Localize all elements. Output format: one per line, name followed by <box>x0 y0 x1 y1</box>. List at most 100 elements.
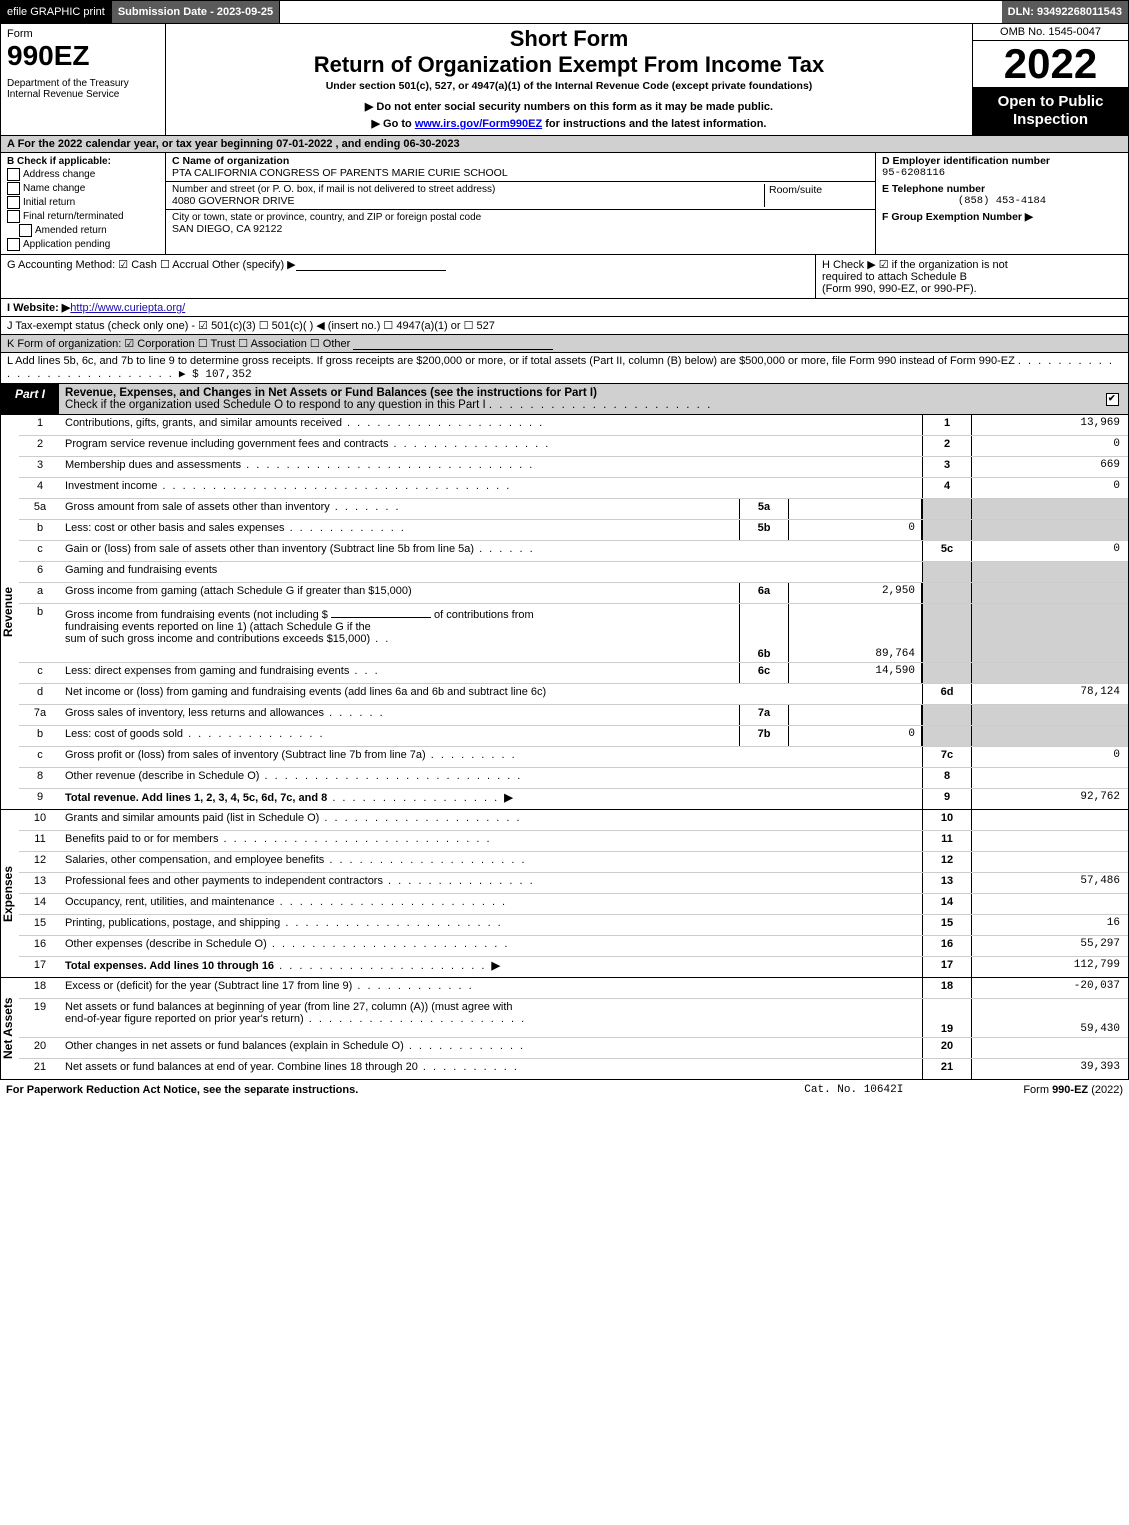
footer-right: Form 990-EZ (2022) <box>1023 1084 1123 1096</box>
ld: Total revenue. Add lines 1, 2, 3, 4, 5c,… <box>61 789 922 809</box>
line-12: 12Salaries, other compensation, and empl… <box>19 852 1128 873</box>
line-6c: cLess: direct expenses from gaming and f… <box>19 663 1128 684</box>
part1-checkbox[interactable] <box>1106 393 1119 406</box>
ld: Gross sales of inventory, less returns a… <box>61 705 739 725</box>
expenses-section: Expenses 10Grants and similar amounts pa… <box>0 810 1129 978</box>
ln: b <box>19 726 61 746</box>
name-change-checkbox[interactable] <box>7 182 20 195</box>
rn-shade <box>922 499 972 519</box>
ld: Net assets or fund balances at end of ye… <box>61 1059 922 1079</box>
ra-shade <box>972 499 1128 519</box>
ld: Total expenses. Add lines 10 through 16 … <box>61 957 922 977</box>
header-mid: Short Form Return of Organization Exempt… <box>166 24 972 135</box>
efile-print[interactable]: efile GRAPHIC print <box>1 1 112 23</box>
line-5a: 5aGross amount from sale of assets other… <box>19 499 1128 520</box>
line-20: 20Other changes in net assets or fund ba… <box>19 1038 1128 1059</box>
ln: 5a <box>19 499 61 519</box>
application-pending-checkbox[interactable] <box>7 238 20 251</box>
go-irs-link-line: ▶ Go to www.irs.gov/Form990EZ for instru… <box>170 117 968 130</box>
rn: 1 <box>922 415 972 435</box>
ld: Investment income . . . . . . . . . . . … <box>61 478 922 498</box>
top-bar: efile GRAPHIC print Submission Date - 20… <box>0 0 1129 24</box>
line-19: 19Net assets or fund balances at beginni… <box>19 999 1128 1038</box>
expenses-side-label: Expenses <box>1 810 19 977</box>
form-number: 990EZ <box>7 40 159 72</box>
d3: fundraising events reported on line 1) (… <box>65 621 371 633</box>
net-assets-section: Net Assets 18Excess or (deficit) for the… <box>0 978 1129 1080</box>
line-14: 14Occupancy, rent, utilities, and mainte… <box>19 894 1128 915</box>
ld: Gross income from gaming (attach Schedul… <box>61 583 739 603</box>
d4: sum of such gross income and contributio… <box>65 633 370 645</box>
line-1: 1Contributions, gifts, grants, and simil… <box>19 415 1128 436</box>
c-name-value: PTA CALIFORNIA CONGRESS OF PARENTS MARIE… <box>172 167 869 179</box>
ld: Membership dues and assessments . . . . … <box>61 457 922 477</box>
form-header: Form 990EZ Department of the Treasury In… <box>0 24 1129 135</box>
ld: Net income or (loss) from gaming and fun… <box>61 684 922 704</box>
b-item-4: Amended return <box>35 225 107 236</box>
rn: 9 <box>922 789 972 809</box>
c-addr-label: Number and street (or P. O. box, if mail… <box>172 184 764 195</box>
k-form-org: K Form of organization: ☑ Corporation ☐ … <box>0 335 1129 353</box>
l-amount: ▶ $ 107,352 <box>179 369 252 381</box>
sn: 5a <box>739 499 789 519</box>
line-4: 4Investment income . . . . . . . . . . .… <box>19 478 1128 499</box>
line-6b: b Gross income from fundraising events (… <box>19 604 1128 663</box>
k-text: K Form of organization: ☑ Corporation ☐ … <box>7 338 350 350</box>
ra-shade <box>972 726 1128 746</box>
ln: 7a <box>19 705 61 725</box>
revenue-section: Revenue 1Contributions, gifts, grants, a… <box>0 415 1129 810</box>
rn-shade <box>922 663 972 683</box>
rn: 14 <box>922 894 972 914</box>
ra: 13,969 <box>972 415 1128 435</box>
sn: 5b <box>739 520 789 540</box>
ra: 59,430 <box>972 999 1128 1037</box>
sv: 2,950 <box>789 583 922 603</box>
sn: 6c <box>739 663 789 683</box>
c-city-label: City or town, state or province, country… <box>172 212 869 223</box>
line-15: 15Printing, publications, postage, and s… <box>19 915 1128 936</box>
ln: b <box>19 604 61 662</box>
ra <box>972 768 1128 788</box>
final-return-checkbox[interactable] <box>7 210 20 223</box>
c-room-label: Room/suite <box>764 184 869 207</box>
ra: 0 <box>972 747 1128 767</box>
ln: c <box>19 541 61 561</box>
d1: Gross income from fundraising events (no… <box>65 609 328 621</box>
ra <box>972 831 1128 851</box>
d2: of contributions from <box>434 609 534 621</box>
submission-date: Submission Date - 2023-09-25 <box>112 1 280 23</box>
ra <box>972 894 1128 914</box>
ln: 6 <box>19 562 61 582</box>
ra: 55,297 <box>972 936 1128 956</box>
rn: 2 <box>922 436 972 456</box>
l-text: L Add lines 5b, 6c, and 7b to line 9 to … <box>7 355 1015 367</box>
ra: 0 <box>972 478 1128 498</box>
b-item-1: Name change <box>23 183 85 194</box>
b-item-0: Address change <box>23 169 95 180</box>
irs-link[interactable]: www.irs.gov/Form990EZ <box>415 118 542 130</box>
part1-tab: Part I <box>1 384 59 414</box>
line-3: 3Membership dues and assessments . . . .… <box>19 457 1128 478</box>
e-phone-value: (858) 453-4184 <box>882 195 1122 207</box>
ln: d <box>19 684 61 704</box>
line-2: 2Program service revenue including gover… <box>19 436 1128 457</box>
ln: c <box>19 663 61 683</box>
part1-bar: Part I Revenue, Expenses, and Changes in… <box>0 384 1129 415</box>
netassets-side-label: Net Assets <box>1 978 19 1079</box>
sn: 7a <box>739 705 789 725</box>
website-link[interactable]: http://www.curiepta.org/ <box>70 302 185 314</box>
address-change-checkbox[interactable] <box>7 168 20 181</box>
omb-number: OMB No. 1545-0047 <box>973 24 1128 41</box>
ra: 92,762 <box>972 789 1128 809</box>
sv <box>789 705 922 725</box>
rn: 17 <box>922 957 972 977</box>
block-bcdef: B Check if applicable: Address change Na… <box>0 153 1129 255</box>
ra-shade <box>972 663 1128 683</box>
ld: Net assets or fund balances at beginning… <box>61 999 922 1037</box>
ln: 16 <box>19 936 61 956</box>
initial-return-checkbox[interactable] <box>7 196 20 209</box>
sv <box>789 499 922 519</box>
sv: 0 <box>789 520 922 540</box>
amended-return-checkbox[interactable] <box>19 224 32 237</box>
line-6: 6Gaming and fundraising events <box>19 562 1128 583</box>
